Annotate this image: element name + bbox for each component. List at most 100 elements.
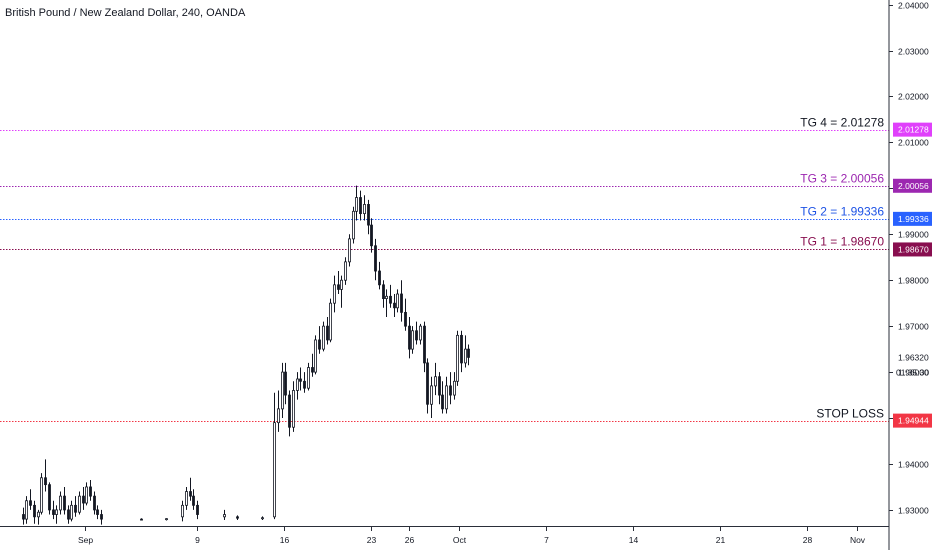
candle-44 — [318, 326, 321, 354]
candle-13 — [70, 500, 73, 522]
candle-40 — [303, 372, 306, 393]
candle-26 — [189, 477, 192, 501]
countdown-timer: 01:35:30 — [896, 367, 929, 377]
candle-65 — [396, 289, 399, 313]
y-tick-6: 1.98000 — [898, 276, 929, 286]
candle-66 — [400, 280, 403, 322]
price-tag-1 — [893, 178, 932, 193]
candle-46 — [326, 316, 329, 345]
candle-75 — [434, 362, 437, 396]
candle-78 — [445, 376, 448, 414]
candle-82 — [460, 330, 463, 373]
candle-27 — [192, 489, 195, 510]
candle-15 — [78, 491, 81, 515]
candle-2 — [29, 489, 32, 510]
candle-39 — [299, 367, 302, 391]
y-tick-8: 1.96000 — [898, 368, 929, 378]
candle-68 — [408, 316, 411, 359]
price-tag-4 — [893, 413, 932, 428]
candle-57 — [367, 199, 370, 235]
candle-12 — [67, 505, 70, 524]
candle-6 — [44, 459, 47, 492]
candle-77 — [441, 381, 444, 414]
price-tag-text-1: 2.00056 — [898, 181, 929, 191]
candle-51 — [344, 257, 347, 285]
level-label-3: TG 1 = 1.98670 — [800, 235, 884, 249]
candle-30 — [236, 515, 239, 521]
candle-72 — [423, 321, 426, 373]
candle-50 — [340, 275, 343, 308]
price-tag-2 — [893, 211, 932, 226]
candle-14 — [74, 496, 77, 517]
candle-42 — [311, 353, 314, 377]
candle-5 — [40, 473, 43, 515]
price-axis[interactable]: 2.040002.030002.020002.010002.000001.990… — [889, 1, 929, 516]
y-tick-10: 1.94000 — [898, 460, 929, 470]
candle-74 — [430, 376, 433, 419]
candle-81 — [456, 330, 459, 386]
candle-37 — [292, 381, 295, 432]
price-tag-text-4: 1.94944 — [898, 416, 929, 426]
candle-52 — [348, 234, 351, 267]
candle-1 — [25, 496, 28, 524]
candle-35 — [284, 362, 287, 405]
y-tick-0: 2.04000 — [898, 1, 929, 11]
candle-41 — [307, 362, 310, 391]
candle-80 — [453, 372, 456, 400]
candle-61 — [382, 280, 385, 308]
x-tick-6: 7 — [544, 535, 549, 545]
chart-title: British Pound / New Zealand Dollar, 240,… — [5, 7, 246, 19]
candle-69 — [411, 326, 414, 354]
price-tag-text-3: 1.98670 — [898, 244, 929, 254]
price-tag-3 — [893, 242, 932, 257]
target-levels: TG 4 = 2.01278 TG 3 = 2.00056 TG 2 = 1.993… — [0, 116, 889, 422]
candle-73 — [426, 358, 429, 414]
candle-4 — [37, 509, 40, 525]
y-tick-5: 1.99000 — [898, 230, 929, 240]
time-axis[interactable]: Sep 9 16 23 26 Oct 7 14 21 28 Nov — [78, 527, 866, 545]
level-label-1: TG 3 = 2.00056 — [800, 172, 884, 186]
candle-31 — [261, 516, 264, 521]
candle-83 — [464, 335, 467, 368]
candle-21 — [100, 509, 103, 525]
candle-62 — [385, 289, 388, 317]
candle-60 — [378, 261, 381, 290]
price-tags: 2.01278 2.00056 1.99336 1.98670 1.94944 1.963… — [893, 122, 932, 428]
candle-28 — [196, 500, 199, 520]
candle-8 — [52, 500, 55, 520]
level-label-4: STOP LOSS — [816, 407, 884, 421]
candle-76 — [438, 372, 441, 405]
candle-17 — [85, 482, 88, 506]
price-tag-0 — [893, 122, 932, 137]
x-tick-7: 14 — [629, 535, 639, 545]
price-tag-text-2: 1.99336 — [898, 214, 929, 224]
candle-64 — [393, 294, 396, 317]
x-tick-8: 21 — [716, 535, 726, 545]
y-tick-7: 1.97000 — [898, 322, 929, 332]
x-tick-4: 26 — [405, 535, 415, 545]
x-tick-3: 23 — [367, 535, 377, 545]
candle-49 — [337, 271, 340, 295]
candle-45 — [322, 321, 325, 352]
price-tag-text-0: 2.01278 — [898, 125, 929, 135]
candle-58 — [370, 218, 373, 253]
level-label-2: TG 2 = 1.99336 — [800, 205, 884, 219]
candle-59 — [374, 238, 377, 281]
candle-63 — [389, 284, 392, 308]
y-tick-2: 2.02000 — [898, 92, 929, 102]
candle-33 — [277, 390, 280, 432]
x-tick-10: Nov — [850, 535, 866, 545]
x-tick-0: Sep — [78, 535, 93, 545]
x-tick-1: 9 — [195, 535, 200, 545]
candle-67 — [404, 298, 407, 331]
candle-20 — [96, 505, 99, 520]
candle-25 — [185, 486, 188, 510]
x-tick-9: 28 — [803, 535, 813, 545]
candle-9 — [55, 505, 58, 524]
level-label-0: TG 4 = 2.01278 — [800, 116, 884, 130]
candle-53 — [352, 206, 355, 244]
candle-70 — [415, 321, 418, 345]
candle-56 — [363, 195, 366, 221]
candle-38 — [296, 372, 299, 400]
